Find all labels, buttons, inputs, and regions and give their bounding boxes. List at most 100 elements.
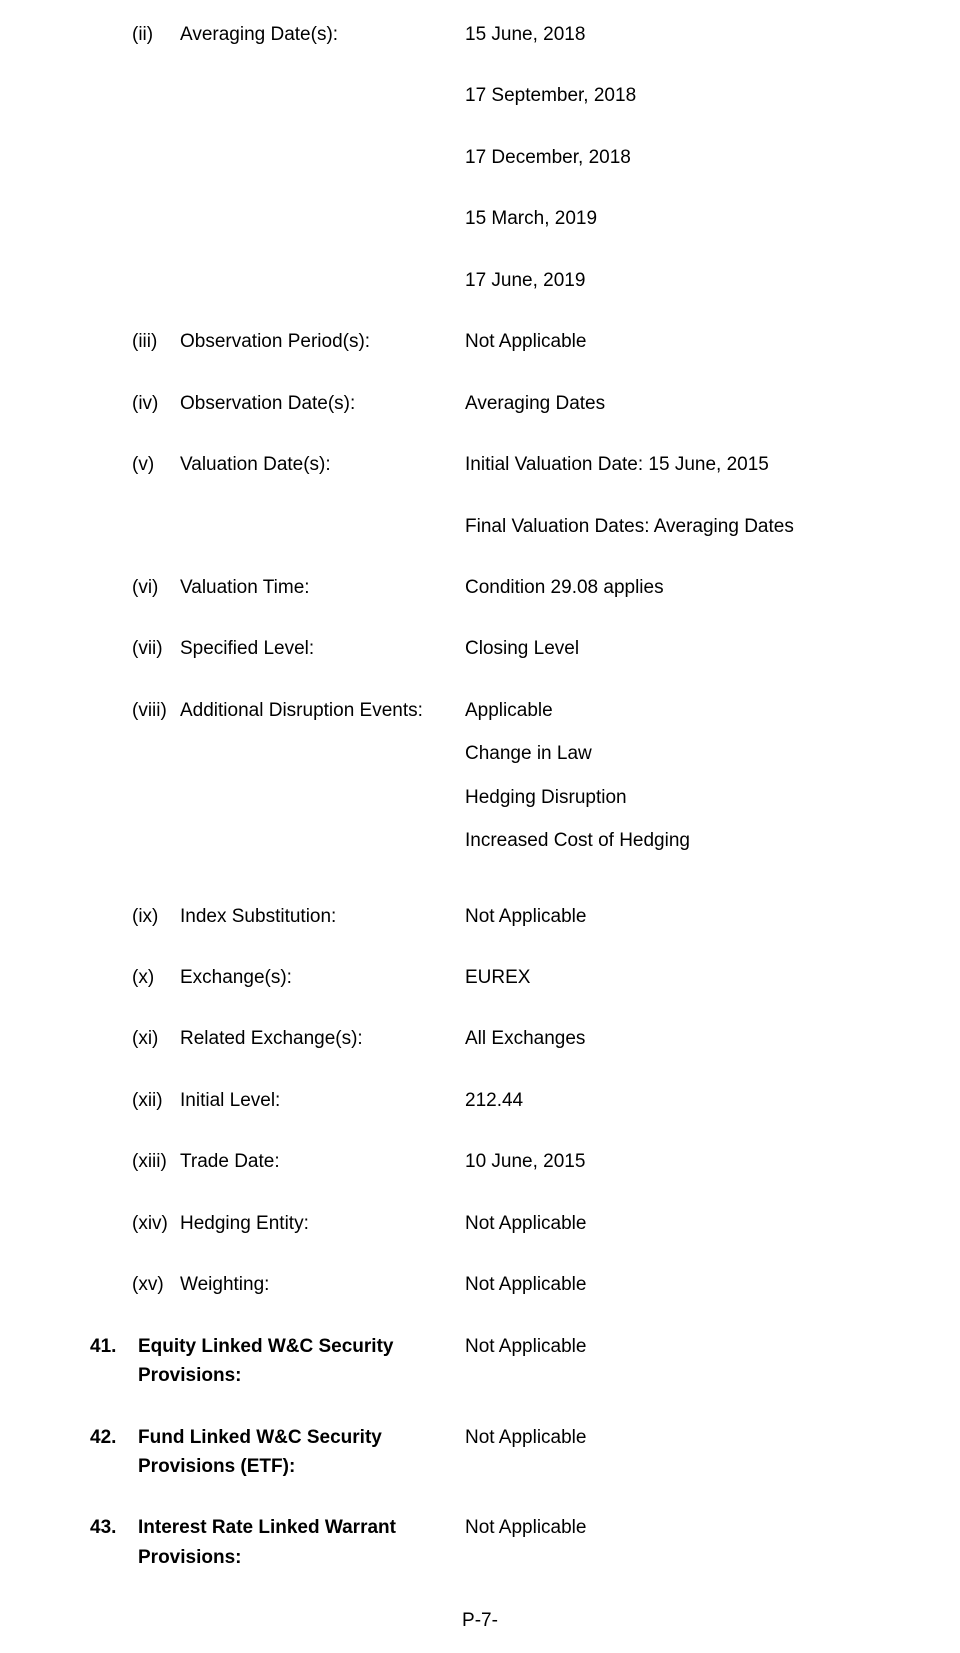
roman-iv: (iv)	[132, 389, 180, 418]
roman-xv: (xv)	[132, 1270, 180, 1299]
row-section-43: 43.Interest Rate Linked Warrant Provisio…	[90, 1513, 870, 1572]
label-section-41: 41.Equity Linked W&C Security Provisions…	[90, 1332, 465, 1391]
label-text-viii: Additional Disruption Events:	[180, 700, 423, 721]
label-text-xii: Initial Level:	[180, 1090, 280, 1111]
averaging-date-5: 17 June, 2019	[465, 266, 870, 295]
disruption-change-in-law: Change in Law	[465, 739, 870, 768]
averaging-date-1: 15 June, 2018	[465, 20, 870, 49]
row-exchanges: (x)Exchange(s): EUREX	[90, 963, 870, 992]
label-text-iii: Observation Period(s):	[180, 331, 370, 352]
roman-iii: (iii)	[132, 327, 180, 356]
value-averaging-dates: 15 June, 2018 17 September, 2018 17 Dece…	[465, 20, 870, 295]
page-number: P-7-	[0, 1606, 960, 1635]
disruption-increased-cost: Increased Cost of Hedging	[465, 826, 870, 855]
label-text-vi: Valuation Time:	[180, 577, 310, 598]
value-section-41: Not Applicable	[465, 1332, 870, 1361]
row-observation-periods: (iii)Observation Period(s): Not Applicab…	[90, 327, 870, 356]
roman-x: (x)	[132, 963, 180, 992]
section-42-line2: Provisions (ETF):	[138, 1456, 295, 1477]
label-index-substitution: (ix)Index Substitution:	[90, 902, 465, 931]
label-text-v: Valuation Date(s):	[180, 454, 331, 475]
label-text-vii: Specified Level:	[180, 638, 314, 659]
label-specified-level: (vii)Specified Level:	[90, 634, 465, 663]
label-trade-date: (xiii)Trade Date:	[90, 1147, 465, 1176]
valuation-final: Final Valuation Dates: Averaging Dates	[465, 512, 870, 541]
value-specified-level: Closing Level	[465, 634, 870, 663]
roman-xiii: (xiii)	[132, 1147, 180, 1176]
value-observation-dates: Averaging Dates	[465, 389, 870, 418]
value-exchanges: EUREX	[465, 963, 870, 992]
roman-ix: (ix)	[132, 902, 180, 931]
averaging-date-3: 17 December, 2018	[465, 143, 870, 172]
value-hedging-entity: Not Applicable	[465, 1209, 870, 1238]
value-section-42: Not Applicable	[465, 1423, 870, 1452]
label-text-xi: Related Exchange(s):	[180, 1028, 363, 1049]
row-related-exchanges: (xi)Related Exchange(s): All Exchanges	[90, 1024, 870, 1053]
roman-xii: (xii)	[132, 1086, 180, 1115]
row-valuation-dates: (v)Valuation Date(s): Initial Valuation …	[90, 450, 870, 541]
label-section-42: 42.Fund Linked W&C Security Provisions (…	[90, 1423, 465, 1482]
row-section-41: 41.Equity Linked W&C Security Provisions…	[90, 1332, 870, 1391]
row-hedging-entity: (xiv)Hedging Entity: Not Applicable	[90, 1209, 870, 1238]
section-41-line2: Provisions:	[138, 1365, 241, 1386]
roman-vii: (vii)	[132, 634, 180, 663]
label-text-ii: Averaging Date(s):	[180, 24, 338, 45]
row-observation-dates: (iv)Observation Date(s): Averaging Dates	[90, 389, 870, 418]
label-text-x: Exchange(s):	[180, 967, 292, 988]
row-additional-disruption: (viii)Additional Disruption Events: Appl…	[90, 696, 870, 870]
label-text-xiii: Trade Date:	[180, 1151, 280, 1172]
num-41: 41.	[90, 1332, 138, 1361]
value-valuation-time: Condition 29.08 applies	[465, 573, 870, 602]
averaging-date-4: 15 March, 2019	[465, 204, 870, 233]
num-43-blank	[90, 1543, 138, 1572]
num-41-blank	[90, 1361, 138, 1390]
roman-ii: (ii)	[132, 20, 180, 49]
label-hedging-entity: (xiv)Hedging Entity:	[90, 1209, 465, 1238]
valuation-initial: Initial Valuation Date: 15 June, 2015	[465, 450, 870, 479]
row-index-substitution: (ix)Index Substitution: Not Applicable	[90, 902, 870, 931]
num-42: 42.	[90, 1423, 138, 1452]
averaging-date-2: 17 September, 2018	[465, 81, 870, 110]
disruption-applicable: Applicable	[465, 696, 870, 725]
section-42-line1: Fund Linked W&C Security	[138, 1427, 382, 1448]
row-weighting: (xv)Weighting: Not Applicable	[90, 1270, 870, 1299]
label-initial-level: (xii)Initial Level:	[90, 1086, 465, 1115]
section-41-line1: Equity Linked W&C Security	[138, 1336, 393, 1357]
label-observation-dates: (iv)Observation Date(s):	[90, 389, 465, 418]
label-section-43: 43.Interest Rate Linked Warrant Provisio…	[90, 1513, 465, 1572]
row-specified-level: (vii)Specified Level: Closing Level	[90, 634, 870, 663]
label-observation-periods: (iii)Observation Period(s):	[90, 327, 465, 356]
row-trade-date: (xiii)Trade Date: 10 June, 2015	[90, 1147, 870, 1176]
num-42-blank	[90, 1452, 138, 1481]
value-section-43: Not Applicable	[465, 1513, 870, 1542]
num-43: 43.	[90, 1513, 138, 1542]
value-weighting: Not Applicable	[465, 1270, 870, 1299]
label-text-xv: Weighting:	[180, 1274, 269, 1295]
label-text-ix: Index Substitution:	[180, 906, 336, 927]
label-weighting: (xv)Weighting:	[90, 1270, 465, 1299]
label-related-exchanges: (xi)Related Exchange(s):	[90, 1024, 465, 1053]
roman-viii: (viii)	[132, 696, 180, 725]
roman-vi: (vi)	[132, 573, 180, 602]
roman-xi: (xi)	[132, 1024, 180, 1053]
value-additional-disruption: Applicable Change in Law Hedging Disrupt…	[465, 696, 870, 870]
value-trade-date: 10 June, 2015	[465, 1147, 870, 1176]
disruption-hedging: Hedging Disruption	[465, 783, 870, 812]
row-averaging-dates: (ii)Averaging Date(s): 15 June, 2018 17 …	[90, 20, 870, 295]
label-exchanges: (x)Exchange(s):	[90, 963, 465, 992]
label-averaging-dates: (ii)Averaging Date(s):	[90, 20, 465, 49]
label-text-xiv: Hedging Entity:	[180, 1213, 309, 1234]
roman-v: (v)	[132, 450, 180, 479]
label-valuation-dates: (v)Valuation Date(s):	[90, 450, 465, 479]
value-index-substitution: Not Applicable	[465, 902, 870, 931]
label-additional-disruption: (viii)Additional Disruption Events:	[90, 696, 465, 725]
value-observation-periods: Not Applicable	[465, 327, 870, 356]
row-initial-level: (xii)Initial Level: 212.44	[90, 1086, 870, 1115]
section-43-line1: Interest Rate Linked Warrant	[138, 1517, 396, 1538]
row-section-42: 42.Fund Linked W&C Security Provisions (…	[90, 1423, 870, 1482]
label-text-iv: Observation Date(s):	[180, 393, 355, 414]
value-related-exchanges: All Exchanges	[465, 1024, 870, 1053]
label-valuation-time: (vi)Valuation Time:	[90, 573, 465, 602]
row-valuation-time: (vi)Valuation Time: Condition 29.08 appl…	[90, 573, 870, 602]
section-43-line2: Provisions:	[138, 1547, 241, 1568]
